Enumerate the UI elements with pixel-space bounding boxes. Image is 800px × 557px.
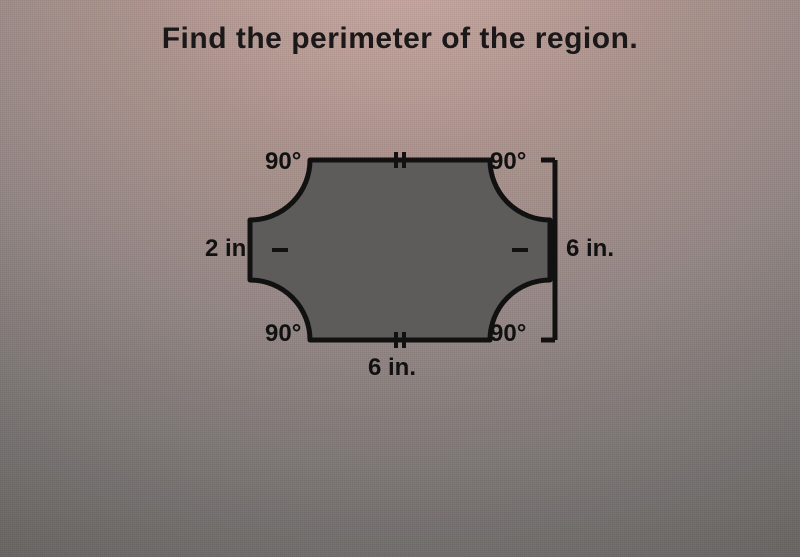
problem-title: Find the perimeter of the region. xyxy=(0,22,800,56)
angle-label-bottom-left: 90° xyxy=(265,320,301,348)
side-label-bottom: 6 in. xyxy=(368,354,416,382)
angle-label-top-right: 90° xyxy=(490,148,526,176)
angle-label-bottom-right: 90° xyxy=(490,320,526,348)
angle-label-top-left: 90° xyxy=(265,148,301,176)
region-shape xyxy=(250,160,550,340)
geometry-figure: 90° 90° 2 in. 6 in. 90° 90° 6 in. xyxy=(150,120,650,485)
side-label-left: 2 in. xyxy=(205,235,253,263)
region-svg xyxy=(150,120,650,480)
side-label-right: 6 in. xyxy=(566,235,614,263)
